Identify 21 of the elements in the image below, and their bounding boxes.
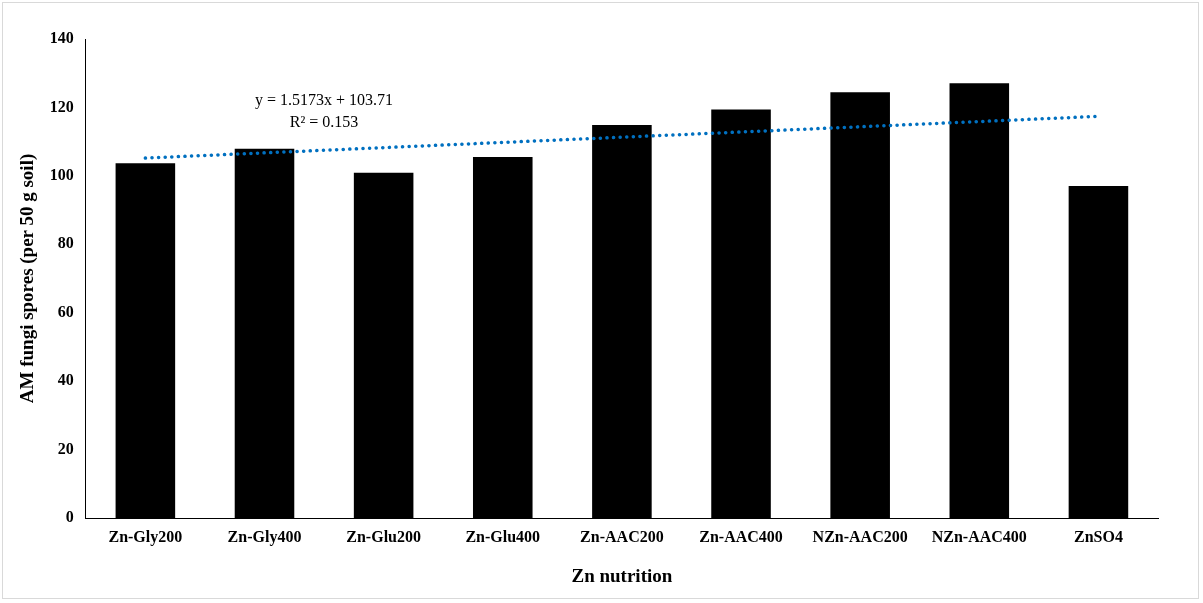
x-tick-label: ZnSO4 [1073, 527, 1123, 545]
y-tick-label: 0 [65, 508, 74, 526]
y-tick-label: 20 [57, 439, 74, 457]
x-tick-label: Zn-Gly400 [227, 527, 302, 546]
y-tick-label: 140 [49, 29, 74, 47]
annotation: R² = 0.153 [289, 113, 359, 131]
x-tick-label: NZn-AAC400 [931, 527, 1027, 545]
y-tick-label: 80 [57, 234, 74, 252]
y-tick-label: 40 [57, 371, 74, 389]
annotation: y = 1.5173x + 103.71 [255, 91, 394, 110]
x-tick-label: Zn-AAC200 [580, 527, 664, 545]
y-tick-label: 100 [49, 166, 74, 183]
x-tick-label: Zn-Glu200 [346, 527, 421, 545]
y-tick-label: 120 [49, 97, 74, 115]
x-tick-label: Zn-Glu400 [465, 527, 541, 545]
x-tick-label: NZn-AAC200 [812, 527, 908, 545]
x-tick-label: Zn-Gly200 [108, 527, 183, 546]
x-tick-label: Zn-AAC400 [699, 527, 783, 545]
y-tick-label: 60 [57, 302, 74, 320]
x-axis-title: Zn nutrition [571, 564, 673, 586]
y-axis-title: AM fungi spores (per 50 g soil) [16, 153, 39, 404]
